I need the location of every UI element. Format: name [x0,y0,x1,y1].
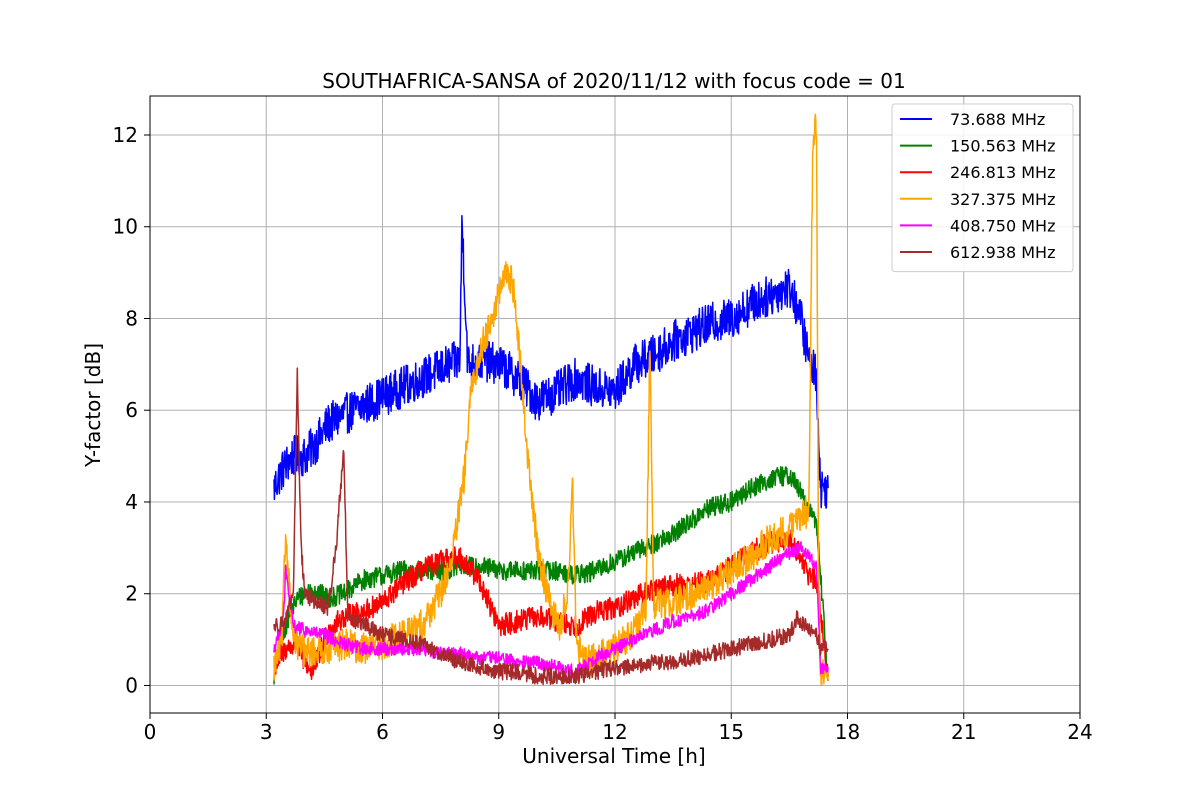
y-tick-label: 12 [113,123,138,147]
legend-items: 73.688 MHz 150.563 MHz 246.813 MHz 327.375 … [900,110,1055,262]
y-tick-label: 10 [113,215,138,239]
y-axis-label: Y-factor [dB] [81,343,105,468]
legend-label: 246.813 MHz [950,163,1055,182]
x-axis-label: Universal Time [h] [522,744,705,768]
chart-title: SOUTHAFRICA-SANSA of 2020/11/12 with foc… [322,69,906,93]
legend-label: 150.563 MHz [950,137,1055,156]
y-tick-label: 4 [125,490,138,514]
series-line-1 [273,215,829,509]
series-line-6 [273,367,829,686]
x-tick-label: 3 [260,720,273,744]
legend-label: 73.688 MHz [950,110,1045,129]
legend: 73.688 MHz 150.563 MHz 246.813 MHz 327.375 … [891,103,1074,273]
x-tick-label: 21 [951,720,976,744]
x-tick-label: 12 [602,720,627,744]
x-tick-label: 9 [492,720,505,744]
x-tick-label: 18 [835,720,860,744]
legend-label: 612.938 MHz [950,243,1055,262]
x-tick-label: 0 [144,720,157,744]
x-tick-label: 6 [376,720,389,744]
x-tick-label: 24 [1067,720,1092,744]
legend-label: 327.375 MHz [950,190,1055,209]
y-tick-label: 2 [125,582,138,606]
x-tick-label: 15 [719,720,744,744]
y-tick-label: 6 [125,398,138,422]
legend-box [891,103,1074,273]
legend-label: 408.750 MHz [950,216,1055,235]
series-lines [273,113,829,686]
y-tick-label: 0 [125,673,138,697]
y-tick-label: 8 [125,306,138,330]
series-line-2 [273,466,829,685]
